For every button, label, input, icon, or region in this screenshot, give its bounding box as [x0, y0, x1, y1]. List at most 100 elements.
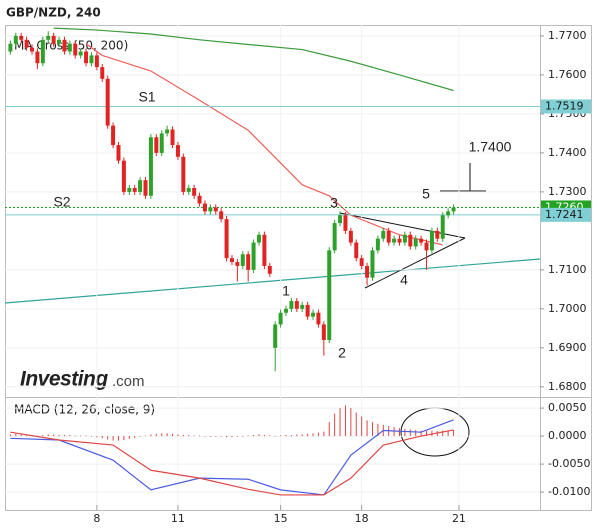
candle-body [278, 312, 283, 325]
macd-line [10, 429, 454, 496]
histogram-bar [258, 434, 260, 437]
histogram-bar [328, 422, 330, 437]
annotation: 5 [422, 186, 430, 202]
histogram-bar [415, 429, 417, 437]
candle-body [105, 78, 110, 126]
histogram-bar [112, 436, 114, 441]
x-tick-label: 21 [452, 512, 466, 525]
candle-body [408, 234, 413, 247]
candle-body [289, 301, 294, 309]
histogram-bar [58, 434, 60, 437]
candle-body [67, 43, 72, 52]
candle-body [175, 145, 180, 157]
histogram-bar [155, 433, 157, 437]
candle-body [381, 230, 386, 239]
histogram-bar [134, 436, 136, 438]
histogram-bar [280, 435, 282, 437]
histogram-bar [80, 435, 82, 437]
candle-body [197, 195, 202, 204]
candle-body [305, 304, 310, 317]
candle-body [256, 234, 261, 243]
y-tick-label: 1.7300 [548, 185, 587, 198]
candle-body [8, 43, 13, 52]
candle-body [148, 137, 153, 196]
candle-body [154, 137, 159, 153]
price-level-box [541, 207, 591, 222]
candle-body [57, 39, 62, 44]
candle-body [13, 35, 18, 44]
candle-body [19, 35, 24, 40]
histogram-bar [285, 434, 287, 437]
candle-body [327, 250, 332, 341]
histogram-bar [74, 435, 76, 437]
histogram-bar [204, 436, 206, 437]
histogram-bar [339, 408, 341, 437]
candle-body [138, 180, 143, 192]
histogram-bar [290, 434, 292, 437]
moving-average [53, 27, 454, 92]
candle-body [354, 242, 359, 259]
candle-body [30, 47, 35, 52]
histogram-bar [26, 434, 28, 437]
candle-body [343, 215, 348, 231]
candle-body [251, 242, 256, 270]
histogram-bar [20, 434, 22, 437]
histogram-bar [361, 416, 363, 437]
candle-body [78, 51, 83, 56]
histogram-bar [161, 433, 163, 437]
candle-body [435, 230, 440, 239]
candle-body [240, 254, 245, 266]
candle-body [62, 39, 67, 52]
moving-average [85, 43, 443, 246]
candle-body [186, 187, 191, 192]
candle-body [365, 265, 370, 278]
annotation: 1.7400 [469, 139, 512, 155]
histogram-bar [247, 435, 249, 437]
histogram-bar [9, 434, 11, 437]
candle-body [402, 234, 407, 243]
x-tick-label: 8 [93, 512, 100, 525]
annotation: 3 [330, 195, 338, 211]
y-tick-label: 1.7400 [548, 146, 587, 159]
histogram-bar [145, 435, 147, 437]
x-tick-label: 18 [355, 512, 369, 525]
histogram-bar [447, 430, 449, 437]
y-tick-label: 1.7600 [548, 68, 587, 81]
price-level-label: 1.7241 [545, 208, 584, 221]
y-tick-label: -0.0100 [548, 485, 590, 498]
histogram-bar [15, 433, 17, 437]
histogram-bar [47, 434, 49, 437]
histogram-bar [166, 433, 168, 437]
candle-body [165, 129, 170, 134]
histogram-bar [377, 423, 379, 437]
histogram-bar [193, 435, 195, 437]
candle-body [273, 324, 278, 348]
candle-body [143, 180, 148, 196]
histogram-bar [398, 428, 400, 437]
chart-title: GBP/NZD, 240 [6, 6, 101, 20]
histogram-bar [117, 436, 119, 441]
candle-body [224, 219, 229, 259]
candle-body [208, 207, 213, 212]
annotation: 2 [338, 345, 346, 361]
logo-suffix: .com [112, 373, 145, 390]
histogram-bar [226, 436, 228, 438]
candle-body [170, 129, 175, 146]
histogram-bar [90, 436, 92, 437]
x-tick-label: 11 [171, 512, 185, 525]
histogram-bar [177, 434, 179, 437]
candle-body [338, 215, 343, 224]
histogram-bar [307, 433, 309, 437]
candle-body [35, 51, 40, 64]
candle-body [127, 187, 132, 192]
histogram-bar [317, 432, 319, 437]
candle-body [300, 304, 305, 309]
candle-body [359, 258, 364, 266]
candle-body [84, 51, 89, 64]
histogram-bar [269, 435, 271, 437]
histogram-bar [42, 434, 44, 437]
macd-line [10, 419, 454, 496]
histogram-bar [431, 430, 433, 437]
